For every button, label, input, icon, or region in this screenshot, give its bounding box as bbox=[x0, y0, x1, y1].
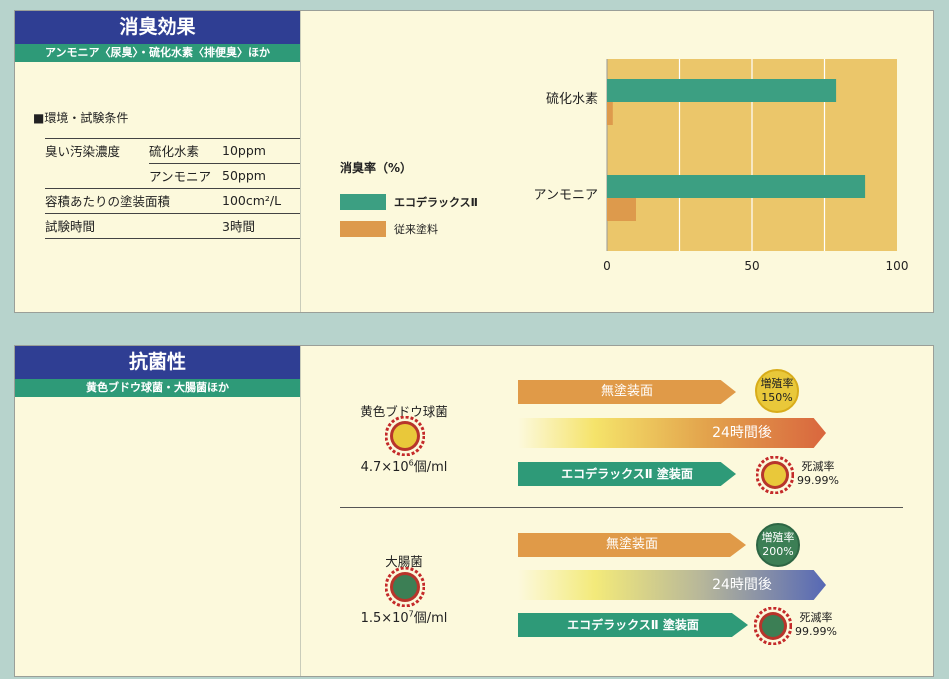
area-label: 容積あたりの塗装面積 bbox=[45, 188, 222, 214]
bacterium-count: 1.5×107個/ml bbox=[344, 607, 464, 626]
kill-label: 死滅率 bbox=[799, 611, 833, 624]
chart-bar-conventional bbox=[607, 102, 613, 125]
count-base: 4.7×10 bbox=[360, 460, 409, 475]
count-exponent: 7 bbox=[408, 609, 414, 619]
kill-value: 99.99% bbox=[797, 474, 839, 487]
panel-divider bbox=[300, 346, 301, 676]
count-unit: 個/ml bbox=[413, 460, 448, 475]
chart-bar-conventional bbox=[607, 198, 636, 221]
chart-category-label: 硫化水素 bbox=[546, 92, 598, 107]
chart-tick-label: 0 bbox=[603, 259, 611, 273]
bacterium-name: 大腸菌 bbox=[385, 554, 423, 569]
legend-title: 消臭率（%） bbox=[340, 161, 413, 175]
antibac-title: 抗菌性 bbox=[15, 346, 300, 379]
kill-value: 99.99% bbox=[795, 625, 837, 638]
count-base: 1.5×10 bbox=[360, 611, 409, 626]
conditions-heading: ■環境・試験条件 bbox=[33, 111, 129, 125]
deodor-subtitle: アンモニア〈尿臭〉・硫化水素〈排便臭〉ほか bbox=[15, 44, 300, 62]
panel-divider bbox=[300, 11, 301, 312]
bacterium-name: 黄色ブドウ球菌 bbox=[360, 404, 448, 419]
gas2-value: 50ppm bbox=[222, 163, 300, 189]
gas1-value: 10ppm bbox=[222, 138, 300, 164]
growth-value: 200% bbox=[762, 545, 794, 558]
time-label: 試験時間 bbox=[45, 213, 222, 239]
legend-item-conventional: 従来塗料 bbox=[340, 221, 438, 238]
odor-label: 臭い汚染濃度 bbox=[45, 138, 149, 164]
kill-result: 死滅率 99.99% bbox=[786, 611, 846, 639]
count-exponent: 6 bbox=[408, 458, 414, 468]
coated-arrow: エコデラックスⅡ 塗装面 bbox=[518, 613, 748, 637]
growth-badge: 増殖率 150% bbox=[755, 369, 799, 413]
gas2-label: アンモニア bbox=[149, 163, 222, 189]
bacterium-count: 4.7×106個/ml bbox=[344, 456, 464, 475]
growth-value: 150% bbox=[761, 391, 793, 404]
chart-bar-ecodelux bbox=[607, 79, 837, 102]
bacteria-colony-icon bbox=[756, 456, 794, 494]
time-value: 3時間 bbox=[222, 213, 300, 239]
time-arrow: 24時間後 bbox=[518, 570, 826, 600]
growth-label: 増殖率 bbox=[760, 377, 794, 390]
bacteria-colony-icon bbox=[385, 567, 425, 607]
deodor-title: 消臭効果 bbox=[15, 11, 300, 44]
coated-arrow: エコデラックスⅡ 塗装面 bbox=[518, 462, 736, 486]
legend-item-ecodelux: エコデラックスⅡ bbox=[340, 194, 478, 211]
legend-swatch bbox=[340, 194, 386, 210]
separator-line bbox=[340, 507, 903, 508]
legend-label: 従来塗料 bbox=[394, 223, 438, 236]
chart-tick-label: 50 bbox=[744, 259, 759, 273]
uncoated-arrow: 無塗装面 bbox=[518, 533, 746, 557]
antibac-panel: 抗菌性 黄色ブドウ球菌・大腸菌ほか 黄色ブドウ球菌 4.7×106個/ml 無塗… bbox=[14, 345, 934, 677]
chart-category-label: アンモニア bbox=[534, 188, 598, 203]
area-value: 100cm²/L bbox=[222, 188, 300, 214]
time-arrow: 24時間後 bbox=[518, 418, 826, 448]
bacteria-colony-icon bbox=[385, 416, 425, 456]
gas1-label: 硫化水素 bbox=[149, 138, 222, 164]
kill-label: 死滅率 bbox=[801, 460, 835, 473]
antibac-subtitle: 黄色ブドウ球菌・大腸菌ほか bbox=[15, 379, 300, 397]
uncoated-arrow: 無塗装面 bbox=[518, 380, 736, 404]
growth-badge: 増殖率 200% bbox=[756, 523, 800, 567]
conditions-table: 臭い汚染濃度 硫化水素 10ppm アンモニア 50ppm 容積あたりの塗装面積… bbox=[45, 138, 300, 239]
legend-swatch bbox=[340, 221, 386, 237]
growth-label: 増殖率 bbox=[761, 531, 795, 544]
kill-result: 死滅率 99.99% bbox=[788, 460, 848, 488]
legend-label: エコデラックスⅡ bbox=[394, 196, 478, 209]
chart-tick-label: 100 bbox=[886, 259, 909, 273]
deodor-panel: 消臭効果 アンモニア〈尿臭〉・硫化水素〈排便臭〉ほか ■環境・試験条件 臭い汚染… bbox=[14, 10, 934, 313]
count-unit: 個/ml bbox=[413, 611, 448, 626]
bacteria-colony-icon bbox=[754, 607, 792, 645]
chart-bar-ecodelux bbox=[607, 175, 866, 198]
